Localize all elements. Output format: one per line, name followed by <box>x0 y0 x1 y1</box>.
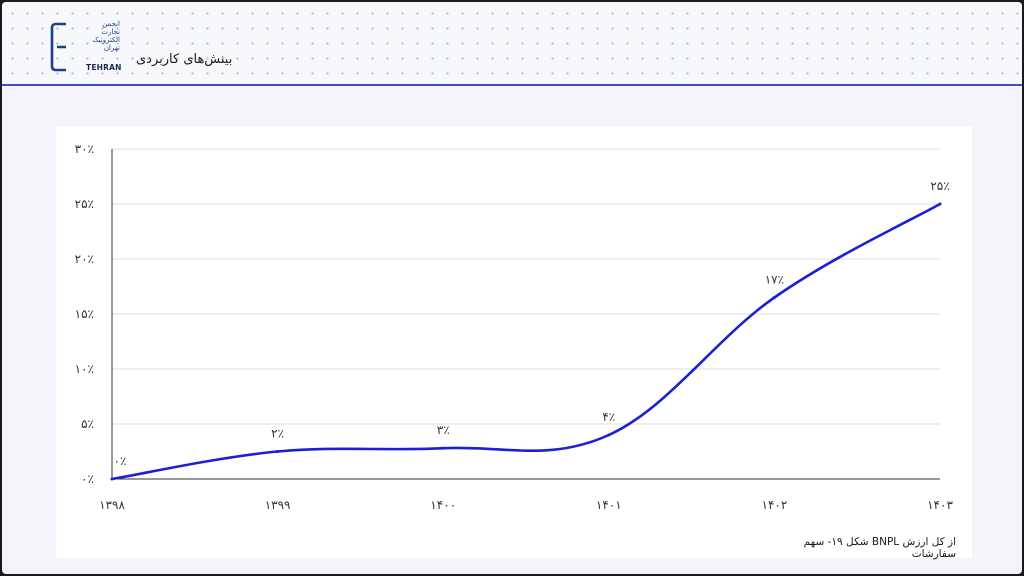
logo-line-1: انجمن <box>102 20 120 28</box>
y-tick-label: ۵٪ <box>81 417 94 431</box>
logo-text-fa: انجمن تجارت الکترونیک تهران <box>72 20 120 52</box>
data-label: ۲۵٪ <box>930 179 949 193</box>
data-point <box>607 433 611 437</box>
chart-caption: شکل ۱۹- سهم BNPL از کل ارزش سفارشات <box>803 536 956 560</box>
x-tick-label: ۱۴۰۱ <box>596 498 622 512</box>
logo-line-3: الکترونیک <box>92 36 120 44</box>
logo-line-4: تهران <box>103 44 120 52</box>
data-label: ۱۷٪ <box>765 273 784 287</box>
header-divider <box>2 84 1022 86</box>
data-label: ۴٪ <box>602 410 615 424</box>
data-label: ۲٪ <box>271 427 284 441</box>
header-bar: انجمن تجارت الکترونیک تهران TEHRAN بینش‌… <box>2 2 1022 84</box>
y-tick-label: ۱۵٪ <box>75 307 94 321</box>
axis-layer: ۰٪ ۵٪ ۱۰٪ ۱۵٪ ۲۰٪ ۲۵٪ ۳۰٪ ۱۳۹۸ ۱۳۹۹ ۱۴۰۰ ۱۴۰۱ ۱۴۰۲ ۱… <box>75 142 954 512</box>
logo-e-icon <box>50 22 66 72</box>
logo-text-en: TEHRAN <box>86 63 122 72</box>
x-tick-label: ۱۳۹۸ <box>99 498 125 512</box>
series-layer <box>110 202 942 481</box>
y-tick-label: ۰٪ <box>81 472 94 486</box>
chart-card: ۰٪ ۵٪ ۱۰٪ ۱۵٪ ۲۰٪ ۲۵٪ ۳۰٪ ۱۳۹۸ ۱۳۹۹ ۱۴۰۰ ۱۴۰۱ ۱۴۰۲ ۱… <box>56 126 972 560</box>
x-tick-label: ۱۴۰۰ <box>430 498 456 512</box>
y-tick-label: ۲۵٪ <box>75 197 94 211</box>
logo-line-2: تجارت <box>101 28 120 36</box>
grid-layer <box>112 148 940 425</box>
data-point <box>110 477 114 481</box>
line-chart: ۰٪ ۵٪ ۱۰٪ ۱۵٪ ۲۰٪ ۲۵٪ ۳۰٪ ۱۳۹۸ ۱۳۹۹ ۱۴۰۰ ۱۴۰۱ ۱۴۰۲ ۱… <box>75 142 954 512</box>
x-tick-label: ۱۳۹۹ <box>265 498 291 512</box>
label-layer: ۰٪ ۲٪ ۳٪ ۴٪ ۱۷٪ ۲۵٪ <box>114 179 950 468</box>
logo: انجمن تجارت الکترونیک تهران TEHRAN <box>50 20 130 80</box>
y-tick-label: ۳۰٪ <box>75 142 94 156</box>
series-line <box>110 202 942 481</box>
data-point <box>938 202 942 206</box>
data-label: ۳٪ <box>437 423 450 437</box>
x-tick-label: ۱۴۰۲ <box>762 498 788 512</box>
y-tick-label: ۱۰٪ <box>75 362 94 376</box>
data-point <box>772 296 776 299</box>
data-point <box>276 450 280 453</box>
y-tick-label: ۲۰٪ <box>75 252 94 266</box>
data-label: ۰٪ <box>114 454 127 468</box>
page-title: بینش‌های کاربردی <box>136 52 233 67</box>
x-tick-label: ۱۴۰۳ <box>927 498 953 512</box>
data-point <box>441 446 445 450</box>
